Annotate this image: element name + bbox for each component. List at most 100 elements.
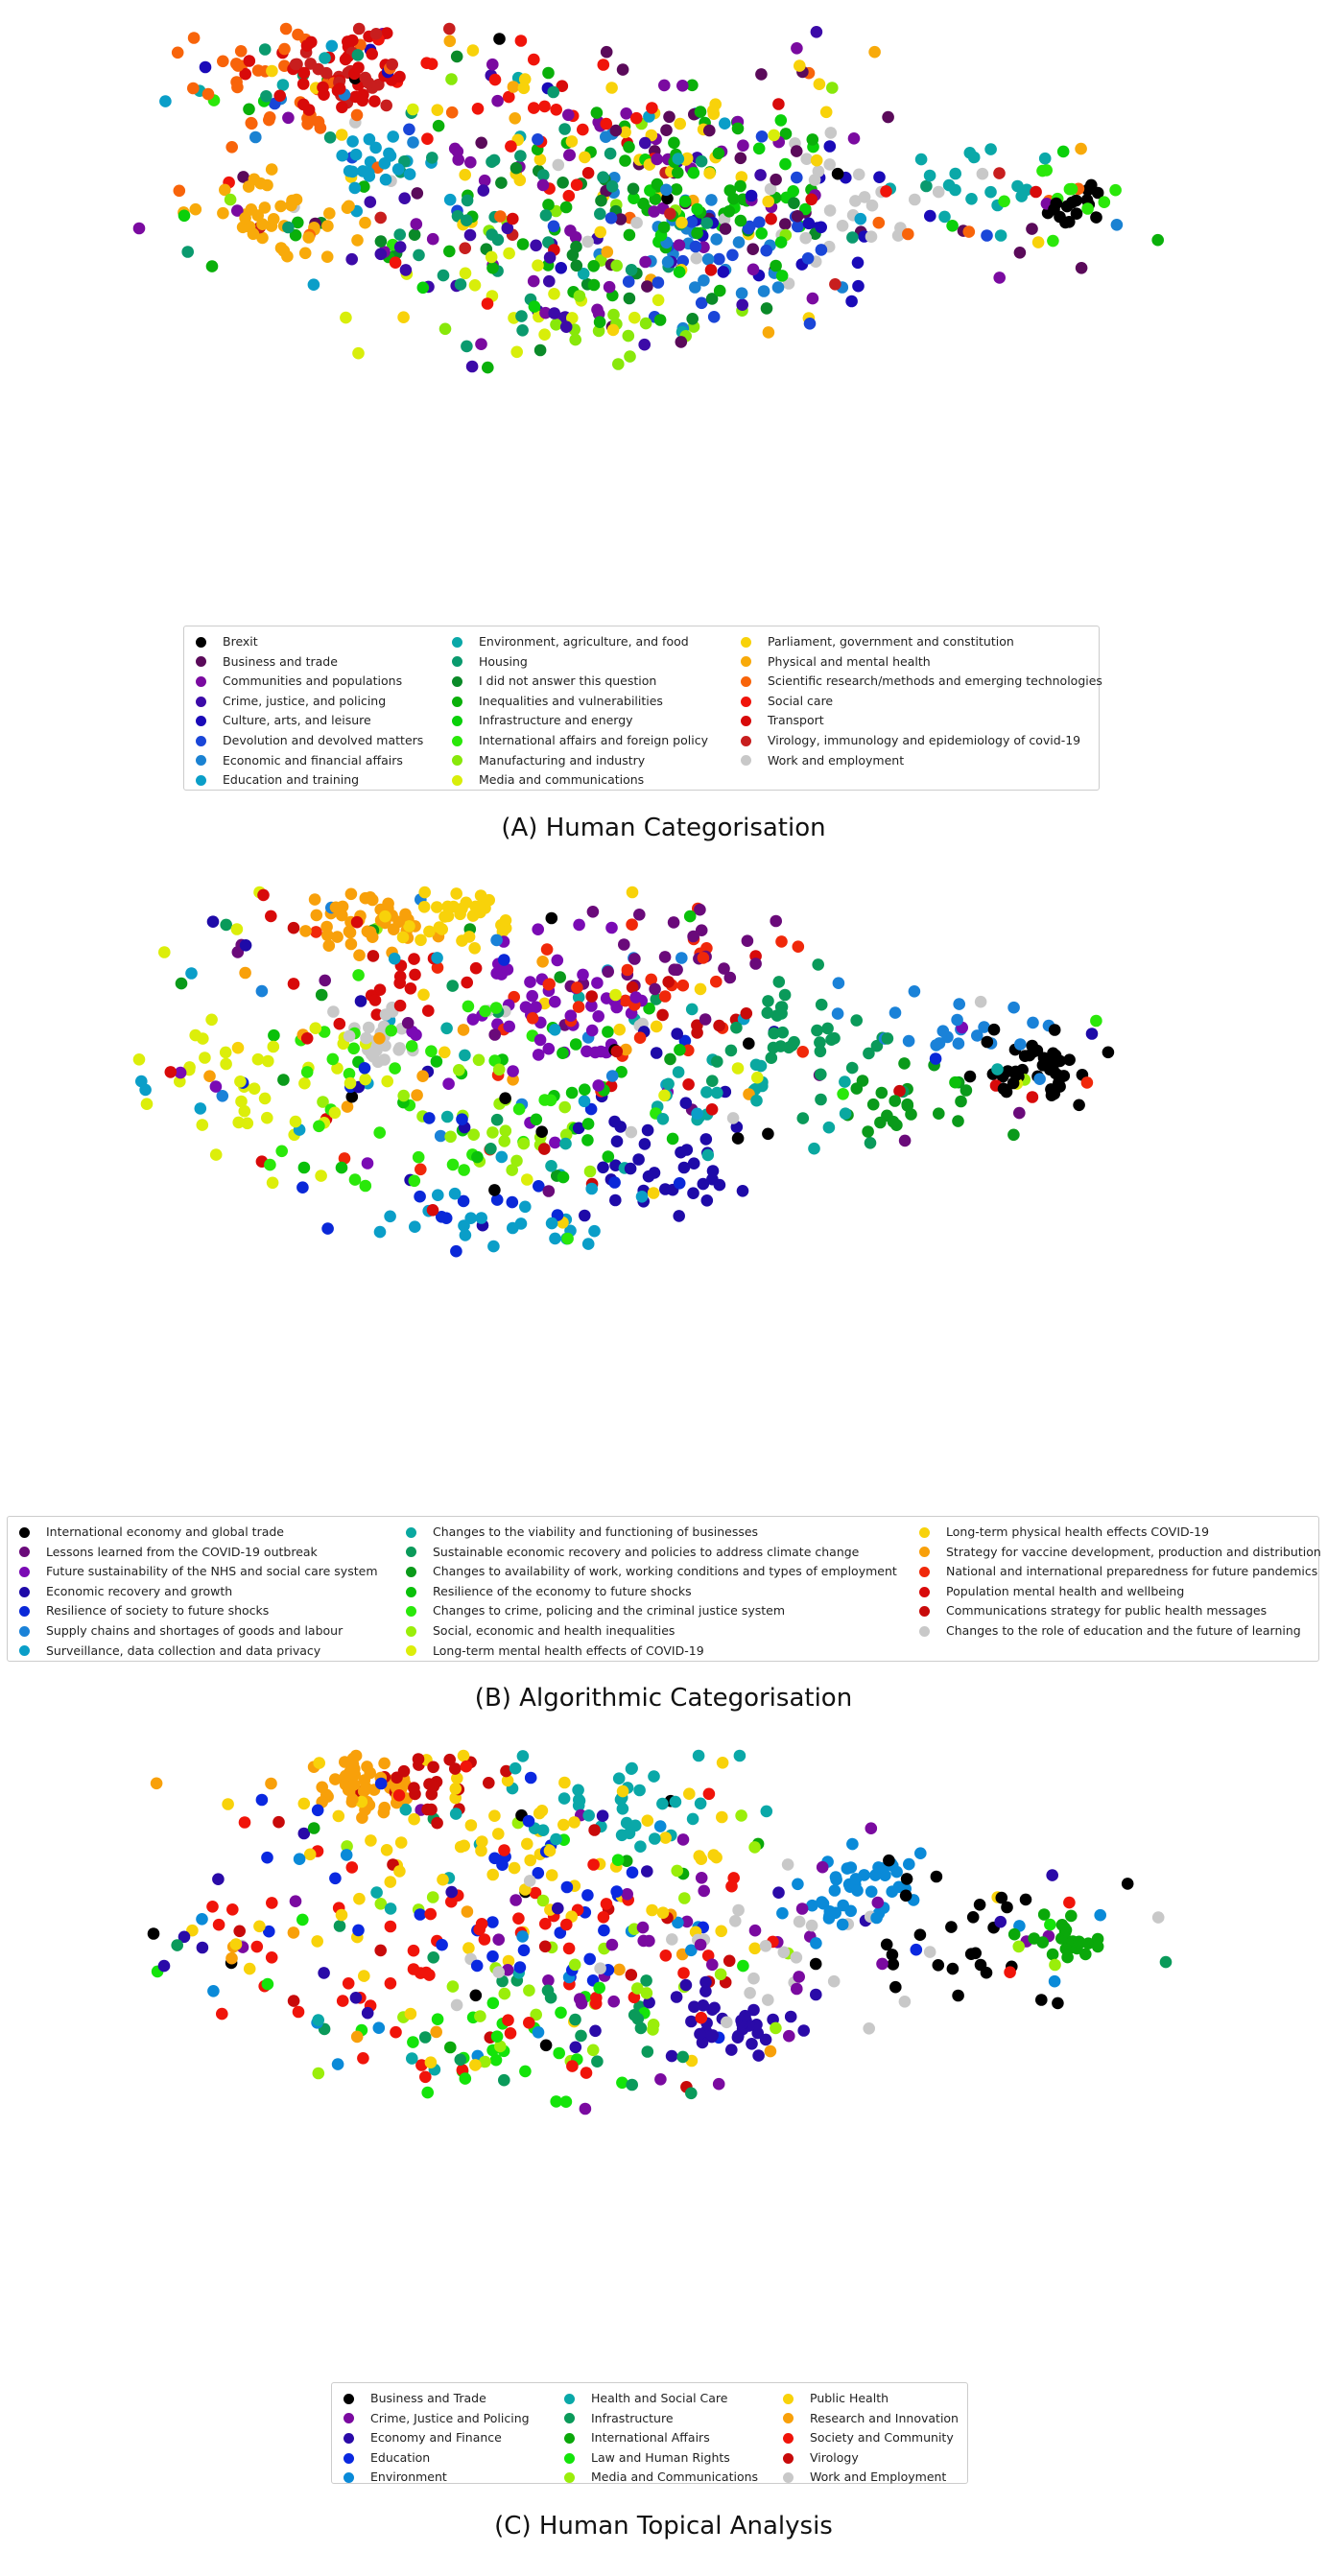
scatter-point	[140, 1098, 154, 1110]
legend-swatch	[741, 696, 751, 707]
scatter-point	[394, 1836, 408, 1849]
scatter-point	[933, 1037, 946, 1050]
scatter-point	[373, 983, 387, 996]
scatter-point	[265, 163, 278, 176]
scatter-point	[333, 1017, 346, 1030]
scatter-point	[723, 1954, 736, 1968]
scatter-point	[762, 195, 774, 208]
scatter-point	[396, 931, 410, 944]
scatter-point	[315, 1170, 327, 1182]
legend-label: Long-term physical health effects COVID-…	[946, 1524, 1210, 1539]
scatter-point	[329, 1773, 342, 1785]
legend-swatch	[564, 2432, 575, 2444]
scatter-point	[159, 95, 172, 107]
scatter-point	[300, 1032, 314, 1045]
legend-label: Economic recovery and growth	[46, 1583, 233, 1598]
scatter-point	[872, 216, 886, 229]
scatter-point	[666, 1132, 679, 1146]
legend-label: International affairs and foreign policy	[479, 732, 708, 747]
scatter-point	[729, 1915, 742, 1927]
scatter-point	[360, 1031, 372, 1045]
scatter-point	[568, 1816, 581, 1829]
scatter-point	[443, 22, 456, 35]
scatter-point	[533, 154, 547, 166]
scatter-point	[616, 1784, 629, 1798]
scatter-point	[1026, 223, 1038, 235]
scatter-point	[454, 2053, 467, 2067]
scatter-point	[411, 187, 424, 200]
scatter-point	[695, 1853, 708, 1865]
scatter-point	[384, 1920, 397, 1933]
legend-b: International economy and global trade Le…	[7, 1516, 1321, 1662]
scatter-point	[966, 1911, 980, 1924]
scatter-point	[415, 2059, 428, 2071]
scatter-point	[829, 1871, 842, 1883]
scatter-point	[326, 1052, 340, 1066]
scatter-point	[409, 968, 421, 981]
scatter-point	[384, 1876, 397, 1888]
scatter-point	[557, 1792, 571, 1805]
scatter-point	[349, 1992, 363, 2004]
scatter-point	[488, 1028, 501, 1041]
scatter-point	[662, 1077, 675, 1091]
scatter-point	[1056, 145, 1070, 158]
scatter-point	[963, 1070, 977, 1083]
scatter-point	[372, 2021, 386, 2034]
scatter-point	[318, 88, 330, 101]
scatter-point	[615, 1066, 628, 1078]
scatter-point	[634, 2021, 648, 2035]
scatter-point	[619, 994, 632, 1007]
scatter-point	[464, 155, 477, 169]
scatter-point	[847, 132, 861, 145]
scatter-point	[380, 1844, 393, 1856]
scatter-point	[726, 248, 739, 262]
legend-swatch	[741, 636, 751, 648]
scatter-point	[882, 110, 894, 124]
scatter-point	[446, 1980, 460, 1993]
scatter-point	[628, 953, 641, 965]
scatter-point	[548, 307, 560, 319]
scatter-point	[710, 975, 723, 988]
scatter-point	[173, 184, 186, 198]
scatter-point	[443, 35, 457, 48]
scatter-point	[340, 311, 352, 324]
scatter-point	[552, 158, 565, 172]
scatter-point	[485, 1143, 497, 1155]
scatter-point	[914, 153, 928, 166]
scatter-point	[1009, 1065, 1022, 1078]
scatter-point	[331, 931, 344, 943]
scatter-point	[352, 346, 365, 360]
scatter-point	[649, 982, 661, 996]
scatter-point	[503, 247, 515, 260]
scatter-point	[658, 1089, 671, 1102]
scatter-point	[568, 1958, 581, 1972]
scatter-point	[263, 1925, 275, 1938]
scatter-point	[909, 193, 921, 206]
legend-swatch	[919, 1526, 930, 1538]
scatter-point	[731, 1132, 745, 1145]
scatter-point	[300, 39, 314, 52]
scatter-point	[734, 214, 747, 227]
scatter-point	[185, 967, 198, 980]
scatter-point	[612, 358, 625, 370]
scatter-point	[274, 242, 288, 254]
scatter-point	[1045, 1089, 1058, 1101]
scatter-point	[239, 939, 252, 952]
scatter-point	[819, 106, 833, 119]
scatter-point	[475, 1918, 488, 1930]
scatter-point	[1013, 1106, 1026, 1120]
scatter-point	[261, 1111, 273, 1124]
scatter-point	[216, 1090, 229, 1102]
legend-label: Transport	[768, 713, 824, 728]
scatter-point	[708, 2001, 721, 2015]
scatter-point	[469, 2059, 482, 2071]
scatter-point	[1085, 1028, 1099, 1040]
scatter-point	[523, 2017, 535, 2029]
scatter-point	[716, 1810, 728, 1824]
scatter-point	[587, 1858, 600, 1871]
scatter-point	[524, 976, 536, 988]
scatter-point	[437, 1873, 449, 1886]
scatter-point	[320, 250, 334, 264]
scatter-point	[624, 350, 636, 363]
scatter-point	[445, 106, 459, 119]
